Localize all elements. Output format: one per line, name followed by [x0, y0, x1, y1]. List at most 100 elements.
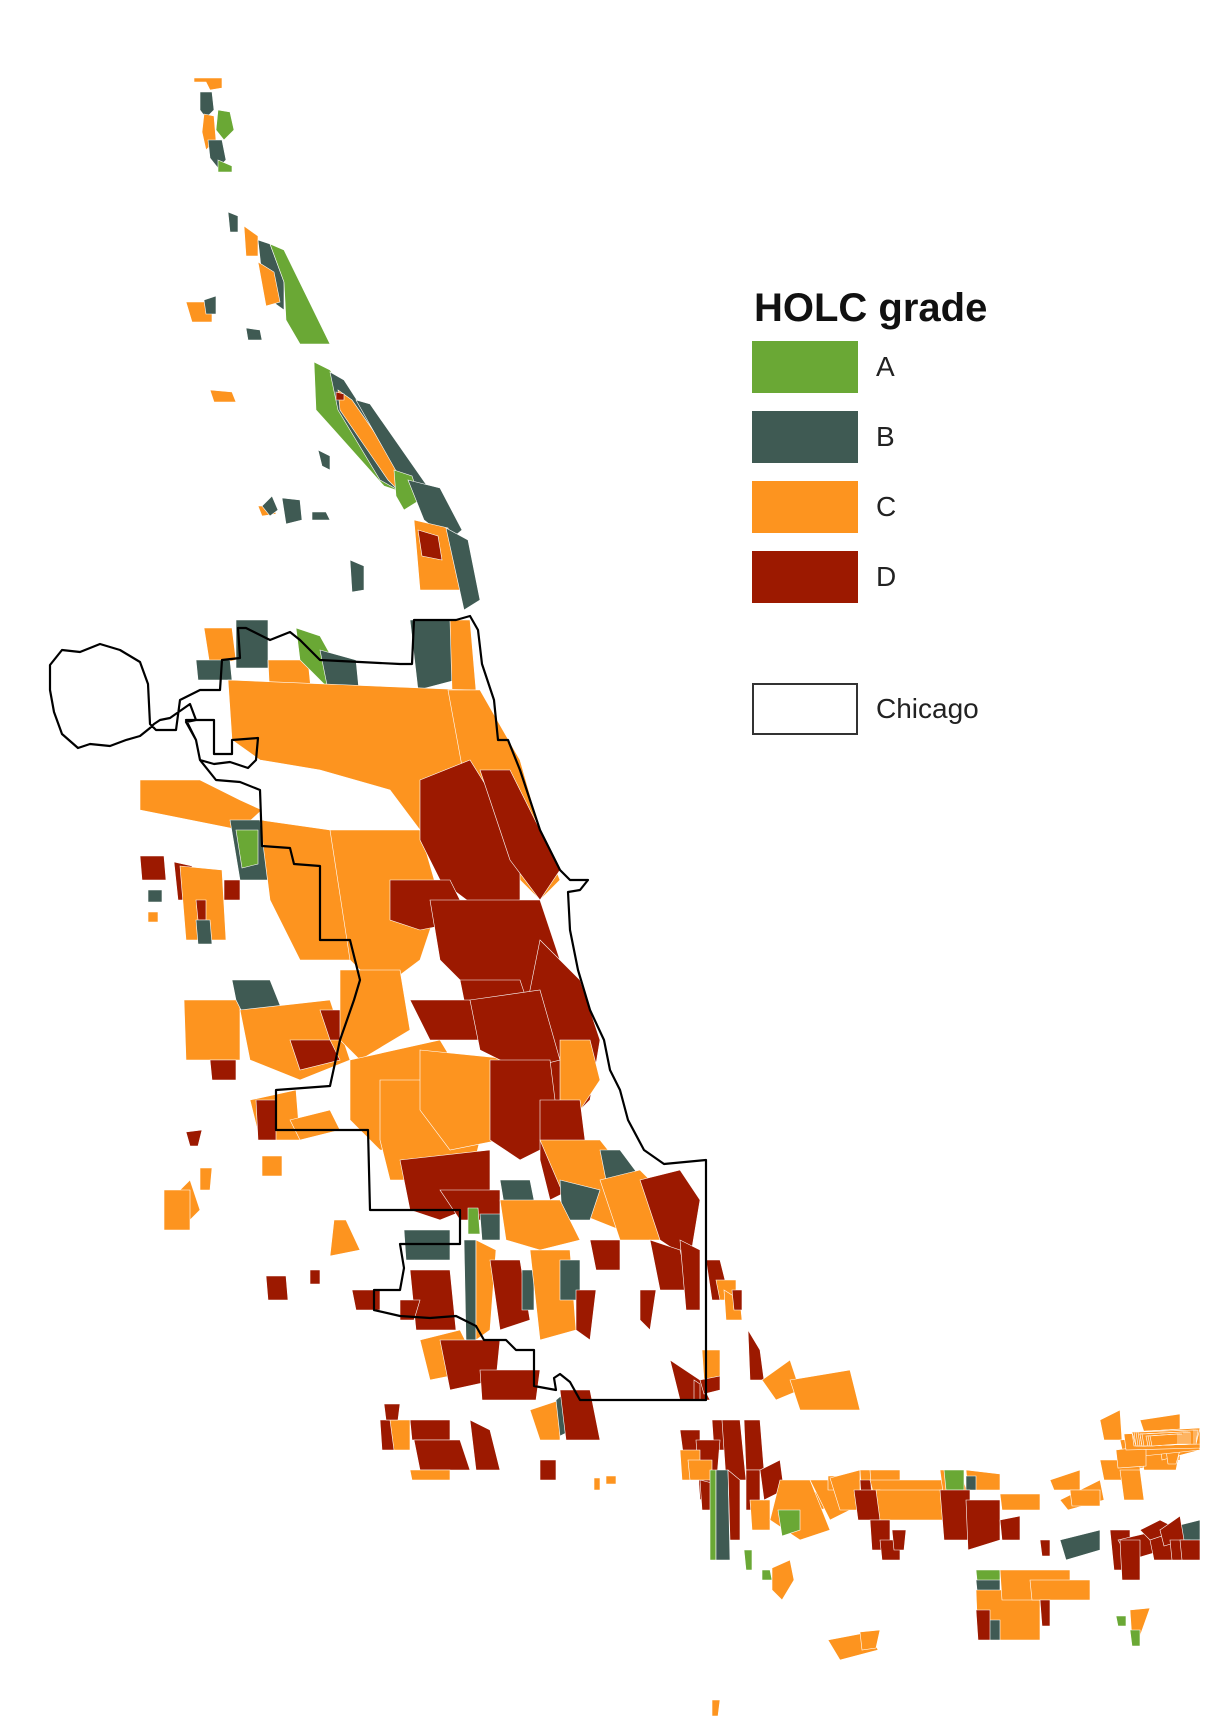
holc-area-grade-c	[409, 1469, 451, 1481]
holc-area-grade-a	[217, 159, 233, 173]
holc-area-grade-d	[853, 1489, 881, 1521]
holc-area-grade-b	[195, 659, 233, 681]
holc-area-grade-d	[413, 1439, 471, 1471]
holc-area-grade-d	[185, 1129, 203, 1147]
legend-swatch-c	[752, 481, 858, 533]
holc-area-grade-d	[489, 1259, 531, 1331]
holc-area-grade-d	[265, 1275, 289, 1301]
holc-area-grade-a	[393, 469, 421, 511]
holc-area-grade-c	[183, 999, 241, 1061]
holc-area-grade-d	[409, 999, 481, 1041]
chicago-boundary	[48, 614, 708, 1402]
holc-area-grade-b	[311, 511, 331, 521]
holc-area-grade-d	[223, 879, 241, 901]
holc-area-grade-d	[575, 1289, 597, 1341]
holc-area-grade-d	[479, 769, 561, 901]
holc-area-grade-c	[859, 1629, 881, 1651]
legend-item-b: B	[752, 411, 1072, 463]
holc-area-grade-a	[777, 1509, 801, 1537]
holc-area-grade-d	[679, 1239, 701, 1311]
holc-area-grade-d	[1179, 1539, 1201, 1561]
holc-area-grade-d	[699, 1375, 721, 1395]
holc-area-grade-d	[1039, 1539, 1051, 1557]
holc-area-grade-b	[479, 1213, 501, 1241]
legend-label-c: C	[876, 491, 897, 522]
holc-area-grade-b	[245, 327, 263, 341]
legend-swatch-b	[752, 411, 858, 463]
legend-swatch-d	[752, 551, 858, 603]
holc-area-grade-a	[709, 1469, 717, 1561]
holc-area-grade-d	[289, 1039, 341, 1071]
holc-area-grade-c	[749, 1499, 771, 1531]
holc-area-grade-b	[1059, 1529, 1101, 1561]
holc-area-grade-d	[939, 1489, 971, 1541]
holc-area-grade-c	[475, 1239, 497, 1341]
holc-area-grade-c	[339, 969, 411, 1061]
holc-area-grade-b	[349, 559, 365, 593]
holc-area-grade-d	[1039, 1599, 1051, 1627]
legend-label-d: D	[876, 561, 897, 592]
holc-area-grade-b	[521, 1269, 535, 1311]
holc-area-grade-d	[999, 1515, 1021, 1541]
holc-area-grade-d	[639, 1169, 701, 1261]
holc-area-grade-c	[193, 77, 223, 91]
legend-label-chicago: Chicago	[876, 693, 979, 724]
holc-area-grade-a	[761, 1569, 773, 1581]
holc-area-grade-d	[351, 1289, 381, 1311]
holc-area-grade-c	[1099, 1409, 1123, 1441]
holc-area-grade-c	[1119, 1469, 1145, 1501]
holc-area-grade-c	[329, 1219, 361, 1257]
holc-area-grade-d	[479, 1369, 541, 1401]
holc-area-grade-b	[227, 211, 239, 233]
holc-area-grade-a	[943, 1469, 965, 1491]
holc-area-grade-d	[539, 1459, 557, 1481]
legend-item-chicago: Chicago	[752, 683, 1072, 735]
holc-area-grade-a	[1115, 1615, 1127, 1627]
holc-area-grade-d	[743, 1419, 765, 1471]
legend-spacer	[752, 621, 1072, 683]
holc-area-grade-a	[743, 1549, 753, 1571]
holc-area-grade-d	[589, 1239, 621, 1271]
holc-area-grade-a	[235, 829, 259, 869]
holc-area-grade-d	[309, 1269, 321, 1285]
holc-area-grade-c	[605, 1475, 617, 1485]
holc-area-grade-d	[399, 1299, 421, 1321]
holc-area-grade-a	[467, 1207, 481, 1235]
holc-area-grade-a	[1129, 1629, 1141, 1647]
legend-swatch-a	[752, 341, 858, 393]
holc-area-grade-c	[147, 911, 159, 923]
holc-area-grade-d	[975, 1609, 991, 1641]
holc-area-grade-c	[559, 1039, 601, 1111]
holc-area-grade-b	[445, 527, 481, 611]
holc-area-grade-d	[469, 1419, 501, 1471]
holc-area-grade-d	[1119, 1539, 1141, 1581]
holc-area-grade-b	[317, 449, 331, 471]
holc-area-grade-a	[215, 109, 235, 141]
holc-area-grade-d	[409, 1419, 451, 1441]
legend-swatch-chicago-boundary	[752, 683, 858, 735]
holc-area-grade-c	[771, 1559, 795, 1601]
holc-area-grade-d	[255, 1099, 277, 1141]
holc-area-grade-c	[163, 1189, 191, 1231]
holc-area-grade-c	[711, 1699, 721, 1717]
holc-area-grade-c	[389, 1419, 411, 1451]
holc-area-grade-d	[727, 1469, 741, 1541]
holc-area-grade-d	[383, 1403, 401, 1421]
holc-area-grade-c	[701, 1349, 721, 1381]
holc-area-grade-c	[1049, 1469, 1081, 1491]
holc-area-grade-c	[687, 1459, 713, 1481]
holc-area-grade-c	[209, 389, 237, 403]
holc-area-grade-b	[203, 295, 217, 315]
holc-area-grade-b	[281, 497, 303, 525]
legend-title: HOLC grade	[754, 286, 988, 330]
holc-area-grade-d	[965, 1499, 1001, 1551]
holc-area-grade-c	[529, 1399, 561, 1441]
holc-area-grade-c	[261, 1155, 283, 1177]
holc-area-grade-c	[499, 1199, 581, 1251]
holc-polygons	[139, 77, 1201, 1717]
legend-item-c: C	[752, 481, 1072, 533]
holc-area-grade-d	[747, 1329, 765, 1381]
holc-area-grade-c	[1029, 1579, 1091, 1601]
holc-area-grade-c	[199, 1167, 213, 1191]
